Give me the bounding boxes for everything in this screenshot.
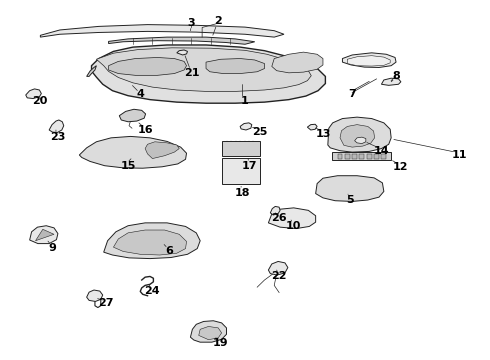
Polygon shape [26, 89, 41, 99]
Bar [381, 154, 386, 159]
Polygon shape [177, 50, 188, 55]
Text: 10: 10 [286, 221, 301, 231]
Polygon shape [97, 48, 311, 91]
Polygon shape [191, 321, 226, 342]
Polygon shape [35, 229, 54, 241]
Polygon shape [109, 58, 187, 75]
Text: 19: 19 [213, 338, 228, 347]
Text: 11: 11 [452, 150, 467, 160]
Text: 18: 18 [235, 188, 250, 198]
Polygon shape [79, 136, 187, 168]
Text: 27: 27 [98, 298, 114, 308]
Polygon shape [87, 290, 103, 301]
Polygon shape [221, 158, 260, 184]
Bar [367, 154, 372, 159]
Text: 7: 7 [348, 89, 356, 99]
Text: 13: 13 [315, 129, 331, 139]
Text: 26: 26 [271, 212, 287, 222]
Polygon shape [269, 208, 316, 229]
Polygon shape [328, 117, 391, 152]
Text: 20: 20 [32, 96, 47, 107]
Bar [360, 154, 365, 159]
Bar [352, 154, 357, 159]
Polygon shape [40, 24, 284, 37]
Polygon shape [199, 327, 221, 340]
Polygon shape [381, 78, 401, 85]
Text: 3: 3 [188, 18, 195, 28]
Polygon shape [145, 142, 179, 158]
Polygon shape [206, 59, 265, 73]
Polygon shape [109, 37, 255, 44]
Text: 1: 1 [241, 96, 249, 107]
Text: 24: 24 [145, 286, 160, 296]
Polygon shape [240, 123, 252, 130]
Text: 8: 8 [392, 71, 400, 81]
Polygon shape [49, 120, 64, 132]
Polygon shape [332, 152, 391, 160]
Bar [345, 154, 350, 159]
Polygon shape [343, 53, 396, 67]
Polygon shape [104, 223, 200, 258]
Polygon shape [270, 206, 280, 215]
Polygon shape [307, 124, 317, 130]
Text: 4: 4 [136, 89, 144, 99]
Polygon shape [340, 125, 374, 147]
Polygon shape [269, 261, 288, 275]
Text: 16: 16 [137, 125, 153, 135]
Text: 12: 12 [393, 162, 409, 172]
Text: 21: 21 [184, 68, 199, 78]
Text: 14: 14 [373, 147, 389, 157]
Polygon shape [221, 141, 260, 156]
Bar [374, 154, 379, 159]
Polygon shape [119, 109, 146, 122]
Polygon shape [114, 230, 187, 255]
Text: 23: 23 [49, 132, 65, 142]
Polygon shape [92, 45, 325, 103]
Text: 25: 25 [252, 127, 268, 137]
Text: 15: 15 [121, 161, 136, 171]
Text: 6: 6 [166, 247, 173, 256]
Text: 5: 5 [346, 195, 354, 204]
Bar [338, 154, 343, 159]
Text: 2: 2 [214, 16, 222, 26]
Polygon shape [316, 176, 384, 202]
Text: 22: 22 [271, 271, 287, 282]
Polygon shape [347, 56, 390, 66]
Polygon shape [87, 66, 97, 76]
Polygon shape [355, 137, 366, 144]
Text: 9: 9 [49, 243, 56, 253]
Polygon shape [272, 52, 323, 73]
Polygon shape [30, 226, 58, 244]
Text: 17: 17 [242, 161, 258, 171]
